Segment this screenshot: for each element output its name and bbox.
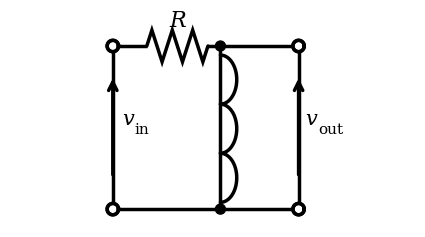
Text: in: in <box>134 123 149 137</box>
Text: v: v <box>306 110 317 129</box>
Polygon shape <box>107 40 119 52</box>
Polygon shape <box>293 40 304 52</box>
Text: out: out <box>318 123 343 137</box>
Circle shape <box>215 41 225 51</box>
Polygon shape <box>293 203 304 215</box>
Polygon shape <box>107 203 119 215</box>
Text: v: v <box>122 110 133 129</box>
Circle shape <box>215 204 225 214</box>
Text: R: R <box>169 10 186 32</box>
